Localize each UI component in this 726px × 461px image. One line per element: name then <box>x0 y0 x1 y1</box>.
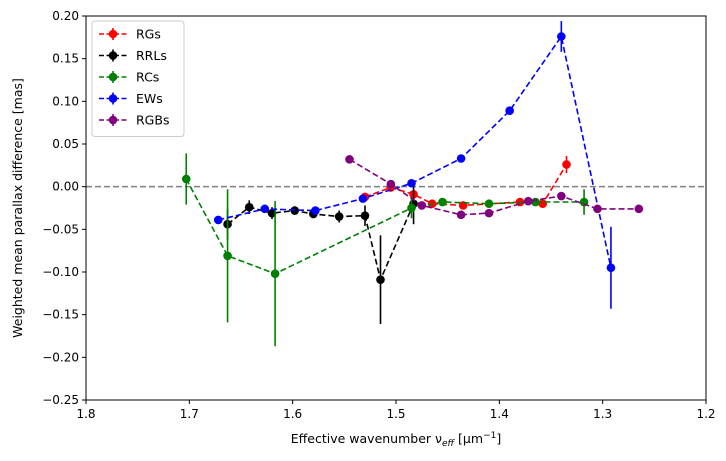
legend-marker-rgbs <box>108 115 118 125</box>
data-point-ews-3 <box>358 194 368 203</box>
data-point-rgbs-2 <box>417 201 427 210</box>
series-rgbs <box>345 155 644 220</box>
legend-label-rgbs: RGBs <box>136 113 169 128</box>
y-tick-label: −0.25 <box>42 393 79 407</box>
x-tick-label: 1.5 <box>386 407 405 421</box>
x-tick-label: 1.8 <box>76 407 95 421</box>
data-point-rcs-5 <box>484 199 494 209</box>
data-point-ews-1 <box>260 204 270 214</box>
legend-label-ews: EWs <box>136 91 163 106</box>
data-point-rgbs-8 <box>634 204 644 214</box>
x-tick-label: 1.4 <box>490 407 509 421</box>
y-tick-label: 0.05 <box>52 137 79 151</box>
data-point-rcs-1 <box>223 251 232 261</box>
legend: RGs RRLs RCs EWs RGBs <box>91 20 185 137</box>
y-tick-label: −0.15 <box>42 308 79 322</box>
data-point-ews-6 <box>505 106 514 116</box>
legend-item-ews: EWs <box>99 91 163 106</box>
data-point-rcs-6 <box>531 197 540 207</box>
data-point-rgs-6 <box>538 199 548 209</box>
x-axis-label-main: Effective wavenumber ν <box>291 431 442 446</box>
y-tick-label: −0.05 <box>42 222 79 236</box>
data-point-rrls-1 <box>244 202 254 212</box>
series-line-ews <box>218 34 612 268</box>
y-axis-label: Weighted mean parallax difference [mas] <box>10 78 25 338</box>
data-point-rrls-6 <box>360 211 370 220</box>
plot-marks <box>86 21 706 347</box>
y-tick-label: 0.20 <box>52 9 79 23</box>
data-point-rgbs-3 <box>456 210 466 220</box>
data-point-ews-4 <box>407 178 416 188</box>
x-axis-label-unit-end: ] <box>496 431 501 446</box>
data-point-rgbs-1 <box>386 179 396 189</box>
data-point-ews-0 <box>213 215 223 225</box>
y-tick-label: −0.20 <box>42 350 79 364</box>
series-line-rrls <box>227 203 415 283</box>
legend-item-rrls: RRLs <box>99 48 167 63</box>
data-point-rrls-7 <box>376 275 385 284</box>
data-point-ews-8 <box>606 263 616 273</box>
y-axis: 0.20 0.15 0.10 0.05 0.00 −0.05 −0.10 −0.15 −0.20… <box>42 9 86 407</box>
data-point-ews-7 <box>557 32 566 41</box>
legend-item-rcs: RCs <box>99 70 159 85</box>
data-point-ews-2 <box>311 206 320 215</box>
series-line-rcs <box>185 178 585 275</box>
data-point-rgbs-6 <box>557 191 566 201</box>
legend-label-rrls: RRLs <box>136 48 167 63</box>
x-tick-label: 1.3 <box>593 407 612 421</box>
legend-item-rgbs: RGBs <box>99 113 169 128</box>
data-point-rcs-2 <box>270 269 280 279</box>
y-tick-label: 0.00 <box>52 180 79 194</box>
legend-marker-rrls <box>108 51 118 60</box>
data-point-ews-5 <box>456 154 466 163</box>
data-point-rgs-7 <box>562 160 571 169</box>
x-axis-label-unit: [μm <box>454 431 483 446</box>
x-axis-label-subscript: eff <box>442 439 456 449</box>
data-point-rgbs-0 <box>345 155 354 164</box>
y-tick-label: −0.10 <box>42 265 79 279</box>
x-axis: 1.8 1.7 1.6 1.5 1.4 1.3 1.2 <box>76 400 716 421</box>
y-tick-label: 0.10 <box>52 94 79 108</box>
data-point-rcs-4 <box>438 197 447 207</box>
data-point-rrls-5 <box>334 212 344 221</box>
legend-box <box>91 20 185 137</box>
legend-marker-ews <box>108 94 118 103</box>
data-point-rcs-3 <box>407 203 416 213</box>
x-tick-label: 1.7 <box>180 407 199 421</box>
data-point-rcs-0 <box>181 174 191 184</box>
legend-label-rgs: RGs <box>136 27 161 42</box>
series-rcs <box>181 153 589 347</box>
series-ews <box>213 21 616 309</box>
y-tick-label: 0.15 <box>52 52 79 66</box>
x-axis-label: Effective wavenumber νeff [μm−1] <box>291 431 501 449</box>
legend-marker-rcs <box>108 72 118 82</box>
x-tick-label: 1.2 <box>696 407 715 421</box>
legend-item-rgs: RGs <box>99 27 161 42</box>
data-point-rgbs-4 <box>484 208 494 218</box>
data-point-rgbs-5 <box>523 196 533 206</box>
x-tick-label: 1.6 <box>283 407 302 421</box>
data-point-rgbs-7 <box>593 204 602 214</box>
legend-label-rcs: RCs <box>136 70 159 85</box>
legend-marker-rgs <box>108 29 118 39</box>
x-axis-label-unit-exponent: −1 <box>483 431 496 441</box>
series-rrls <box>223 183 418 325</box>
data-point-rrls-2 <box>267 208 277 218</box>
